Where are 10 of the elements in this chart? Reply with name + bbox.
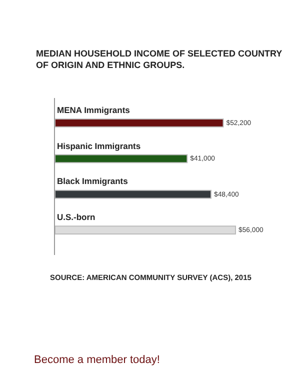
y-tick-label: Black Immigrants: [57, 176, 128, 186]
bar: [55, 226, 236, 234]
bar: [55, 190, 212, 199]
y-tick-label: U.S.-born: [57, 212, 96, 222]
text: Become a member today!: [34, 354, 160, 366]
y-tick-label: Hispanic Immigrants: [57, 141, 141, 151]
bar: [55, 154, 188, 164]
chart-title: MEDIAN HOUSEHOLD INCOME OF SELECTED COUNTRY OF ORIGIN AND ETHNIC GROUPS.: [36, 48, 282, 70]
bar: [55, 118, 224, 128]
y-tick-label: MENA Immigrants: [57, 105, 130, 115]
